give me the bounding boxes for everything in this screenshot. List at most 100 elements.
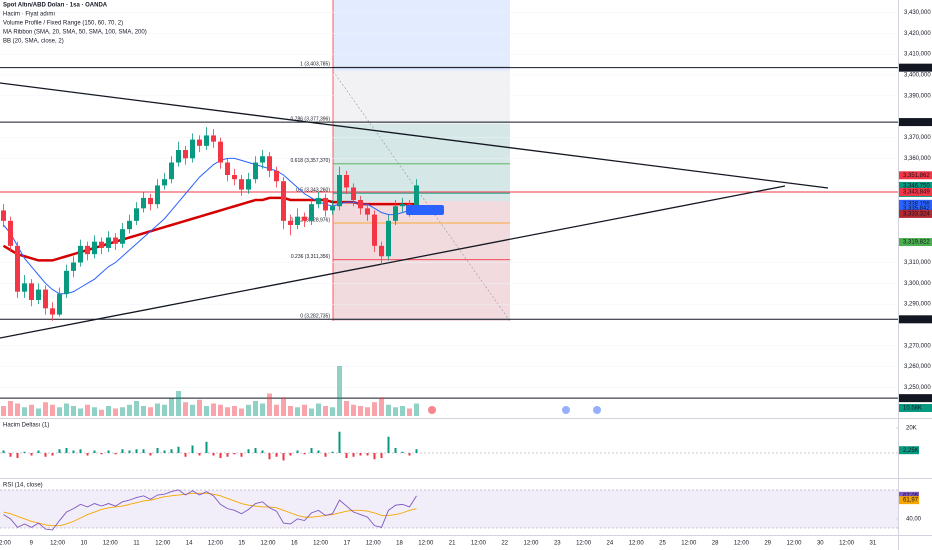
volume-bar xyxy=(246,404,251,416)
x-tick-label: 12:00 xyxy=(366,541,382,547)
candle-body xyxy=(260,156,265,163)
x-tick-label: 11 xyxy=(133,541,140,547)
volume-bar xyxy=(330,407,335,416)
trendline xyxy=(0,185,786,339)
delta-bar xyxy=(163,450,166,453)
delta-bar xyxy=(394,448,397,453)
delta-bar xyxy=(261,450,264,453)
event-flag xyxy=(428,406,436,414)
price-label: 3,333,324 xyxy=(903,211,930,217)
volume-bar xyxy=(78,408,83,416)
candle-body xyxy=(274,170,279,182)
volume-bar xyxy=(204,406,209,416)
volume-bar xyxy=(232,406,237,416)
x-tick-label: 21 xyxy=(449,541,456,547)
candle-body xyxy=(99,241,104,248)
volume-bar xyxy=(274,404,279,416)
volume-bar xyxy=(8,401,13,416)
x-tick-label: 12:00 xyxy=(208,541,224,547)
volume-label: 10,58K xyxy=(903,406,922,412)
y-tick-label: 3,400,000 xyxy=(904,73,931,79)
delta-bar xyxy=(366,453,369,456)
price-label-box xyxy=(899,118,932,127)
delta-bar xyxy=(219,453,222,458)
x-tick-label: 12:00 xyxy=(50,541,66,547)
x-tick-label: 10 xyxy=(81,541,88,547)
event-flag xyxy=(593,406,601,414)
delta-bar xyxy=(184,453,187,457)
price-label-box xyxy=(899,394,932,403)
delta-bar xyxy=(331,451,334,453)
delta-bar xyxy=(79,449,82,453)
delta-bar xyxy=(282,453,285,461)
x-tick-label: 17 xyxy=(344,541,351,547)
candle-body xyxy=(204,135,209,146)
price-label: 3,319,822 xyxy=(903,240,930,246)
volume-bar xyxy=(43,402,48,416)
candle-body xyxy=(288,220,293,225)
x-tick-label: 28 xyxy=(712,541,719,547)
delta-bar xyxy=(401,451,404,453)
volume-bar xyxy=(141,406,146,416)
candle-body xyxy=(162,179,167,186)
delta-label-box xyxy=(899,446,919,455)
candle-body xyxy=(316,197,321,205)
x-tick-label: 18 xyxy=(396,541,403,547)
pane-title: Hacim Deltası (1) xyxy=(3,423,49,429)
rsi-label-box xyxy=(899,496,919,505)
volume-bar xyxy=(365,407,370,416)
delta-bar xyxy=(233,453,236,455)
fib-diagonal xyxy=(332,70,511,322)
volume-bar xyxy=(260,403,265,416)
volume-bar xyxy=(407,408,412,416)
price-label-box xyxy=(899,238,932,247)
delta-bar xyxy=(289,453,292,456)
candle-body xyxy=(414,185,419,211)
delta-bar xyxy=(37,450,40,453)
candle-body xyxy=(148,197,153,205)
rsi-label: 61,97 xyxy=(903,498,919,504)
candle-body xyxy=(29,283,34,300)
delta-bar xyxy=(338,431,341,453)
candle-body xyxy=(400,204,405,207)
volume-bar xyxy=(113,408,118,416)
volume-bar xyxy=(64,403,69,416)
grid xyxy=(0,12,898,388)
volume-bar xyxy=(218,404,223,416)
y-tick-label: 40,00 xyxy=(906,516,922,522)
delta-bar xyxy=(226,453,229,457)
candle-body xyxy=(365,208,370,215)
x-tick-label: 14 xyxy=(186,541,193,547)
profit-zone xyxy=(333,124,510,201)
rsi-line xyxy=(3,489,417,531)
candle-body xyxy=(323,197,328,211)
candle-body xyxy=(358,200,363,209)
candle-body xyxy=(155,185,160,205)
candles xyxy=(1,127,419,321)
volume xyxy=(1,366,419,416)
candle-body xyxy=(218,141,223,163)
volume-bar xyxy=(22,407,27,416)
fib-label: 0.618 (3,357,370) xyxy=(291,158,331,164)
volume-bar xyxy=(92,407,97,416)
volume-bar xyxy=(162,404,167,416)
delta-bar xyxy=(212,453,215,456)
volume-label-box xyxy=(899,404,932,412)
x-tick-label: 15 xyxy=(238,541,245,547)
candle-body xyxy=(1,210,6,221)
volume-bar xyxy=(323,406,328,416)
volume-bar xyxy=(225,407,230,416)
y-tick-label: 3,420,000 xyxy=(904,31,931,37)
volume-bar xyxy=(386,404,391,416)
candle-body xyxy=(8,220,13,246)
volume-bar xyxy=(414,403,419,416)
candle-body xyxy=(232,175,237,180)
x-tick-label: 2:00 xyxy=(0,541,11,547)
delta-bar xyxy=(9,453,12,457)
delta-bar xyxy=(359,453,362,456)
volume-bar xyxy=(99,409,104,416)
delta-bar xyxy=(240,453,243,457)
volume-bar xyxy=(190,404,195,416)
candle-body xyxy=(169,162,174,180)
volume-bar xyxy=(344,401,349,416)
